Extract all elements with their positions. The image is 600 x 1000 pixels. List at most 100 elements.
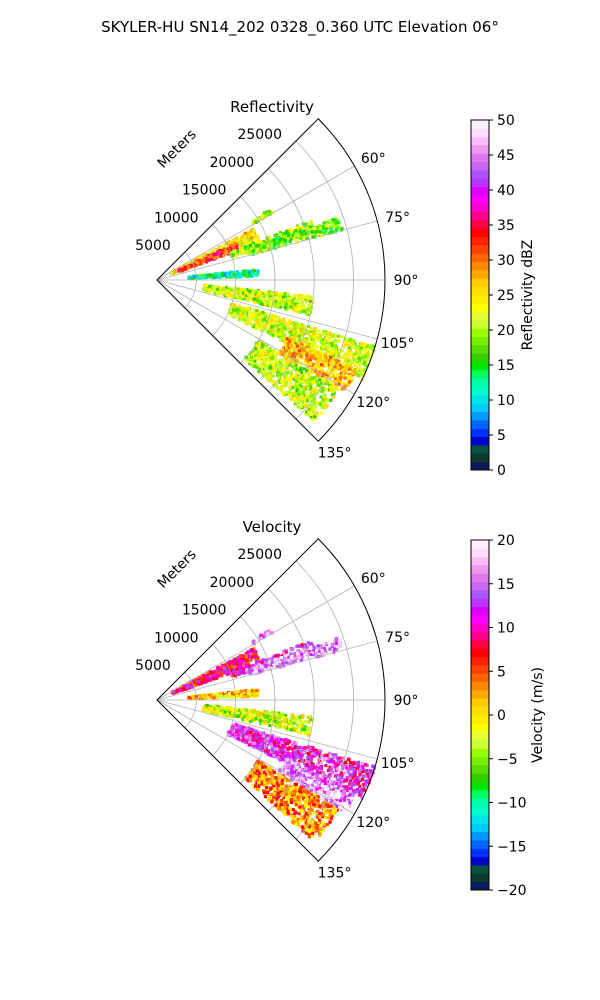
colorbar-tick-label: 15 — [497, 577, 515, 593]
reflectivity-radial-axis-label: Meters — [155, 127, 200, 172]
velocity-angle-labels: 60° 75° 90° 105° 120° 135° — [318, 571, 419, 882]
colorbar-segment — [471, 245, 489, 254]
colorbar-tick-label: −15 — [497, 839, 527, 855]
velocity-radial-axis-label: Meters — [155, 547, 200, 592]
colorbar-tick-label: 35 — [497, 218, 515, 234]
colorbar-segment — [471, 228, 489, 238]
colorbar-segment — [471, 186, 489, 196]
colorbar-tick-label: 10 — [497, 621, 515, 637]
colorbar-segment — [471, 790, 489, 799]
grid-spoke — [156, 699, 378, 760]
echo-region — [187, 688, 260, 701]
colorbar-segment — [471, 631, 489, 641]
colorbar-segment — [471, 270, 489, 279]
reflectivity-frame — [156, 118, 386, 442]
colorbar-segment — [471, 328, 489, 338]
colorbar-tick-label: 20 — [497, 323, 515, 339]
colorbar-segment — [471, 690, 489, 699]
colorbar-segment — [471, 540, 489, 549]
colorbar-segment — [471, 220, 489, 229]
radial-tick-label: 10000 — [154, 210, 199, 226]
angle-tick-label: 60° — [361, 571, 386, 587]
reflectivity-radial-labels: 5000 10000 15000 20000 25000 — [135, 127, 282, 254]
colorbar-segment — [471, 286, 489, 296]
echo-region — [250, 628, 274, 646]
velocity-echoes — [171, 628, 376, 839]
colorbar-segment — [471, 881, 489, 891]
colorbar-segment — [471, 320, 489, 329]
reflectivity-angle-labels: 60° 75° 90° 105° 120° 135° — [318, 151, 419, 462]
radial-tick-label: 25000 — [237, 127, 282, 143]
angle-tick-label: 75° — [385, 210, 410, 226]
colorbar-segment — [471, 781, 489, 791]
velocity-title: Velocity — [243, 518, 302, 536]
colorbar-segment — [471, 840, 489, 849]
sector-outline — [156, 538, 386, 862]
colorbar-segment — [471, 615, 489, 624]
colorbar-segment — [471, 170, 489, 179]
radial-tick-label: 15000 — [182, 603, 227, 619]
radial-tick-label: 25000 — [237, 547, 282, 563]
colorbar-segment — [471, 806, 489, 816]
angle-tick-label: 105° — [381, 756, 415, 772]
colorbar-segment — [471, 353, 489, 363]
echo-region — [245, 637, 342, 676]
colorbar-tick-label: 50 — [497, 113, 515, 129]
colorbar-segment — [471, 145, 489, 154]
colorbar-tick-label: 15 — [497, 358, 515, 374]
colorbar-segment — [471, 648, 489, 658]
velocity-panel: Velocity 5000 10000 15000 20000 25000 60° 75°… — [135, 518, 546, 899]
colorbar-segment — [471, 195, 489, 204]
colorbar-segment — [471, 136, 489, 146]
reflectivity-title: Reflectivity — [230, 98, 314, 116]
colorbar-tick-label: 0 — [497, 463, 506, 479]
colorbar-segment — [471, 723, 489, 733]
grid-spoke — [156, 585, 355, 701]
velocity-frame — [156, 538, 386, 862]
angle-tick-label: 135° — [318, 866, 352, 882]
colorbar-segment — [471, 128, 489, 138]
echo-region — [227, 303, 376, 381]
echo-region — [201, 703, 315, 737]
colorbar-segment — [471, 345, 489, 354]
angle-tick-label: 105° — [381, 336, 415, 352]
colorbar-tick-label: −20 — [497, 883, 527, 899]
colorbar-segment — [471, 153, 489, 163]
colorbar-segment — [471, 623, 489, 633]
colorbar-segment — [471, 361, 489, 371]
radial-tick-label: 20000 — [210, 575, 255, 591]
colorbar-segment — [471, 831, 489, 841]
colorbar-segment — [471, 453, 489, 463]
colorbar-segment — [471, 370, 489, 379]
colorbar-tick-label: 20 — [497, 533, 515, 549]
colorbar-segment — [471, 403, 489, 413]
colorbar-segment — [471, 815, 489, 824]
colorbar-segment — [471, 640, 489, 649]
velocity-radial-labels: 5000 10000 15000 20000 25000 — [135, 547, 282, 674]
colorbar-segment — [471, 436, 489, 446]
colorbar-segment — [471, 681, 489, 691]
colorbar-segment — [471, 120, 489, 129]
colorbar-segment — [471, 865, 489, 874]
colorbar-tick-label: 10 — [497, 393, 515, 409]
colorbar-segment — [471, 848, 489, 858]
colorbar-tick-label: 5 — [497, 428, 506, 444]
echo-region — [245, 217, 344, 256]
colorbar-segment — [471, 715, 489, 724]
reflectivity-colorbar-label: Reflectivity dBZ — [520, 240, 536, 351]
colorbar-segment — [471, 823, 489, 833]
figure-title: SKYLER-HU SN14_202 0328_0.360 UTC Elevat… — [101, 18, 499, 37]
colorbar-segment — [471, 311, 489, 321]
colorbar-segment — [471, 303, 489, 313]
colorbar-segment — [471, 461, 489, 471]
colorbar-segment — [471, 261, 489, 271]
colorbar-segment — [471, 445, 489, 454]
colorbar-segment — [471, 606, 489, 616]
colorbar-tick-label: 30 — [497, 253, 515, 269]
colorbar-segment — [471, 706, 489, 716]
colorbar-segment — [471, 665, 489, 674]
grid-spoke — [156, 220, 378, 281]
colorbar-tick-label: −5 — [497, 752, 518, 768]
colorbar-segment — [471, 161, 489, 171]
colorbar-tick-label: 5 — [497, 664, 506, 680]
